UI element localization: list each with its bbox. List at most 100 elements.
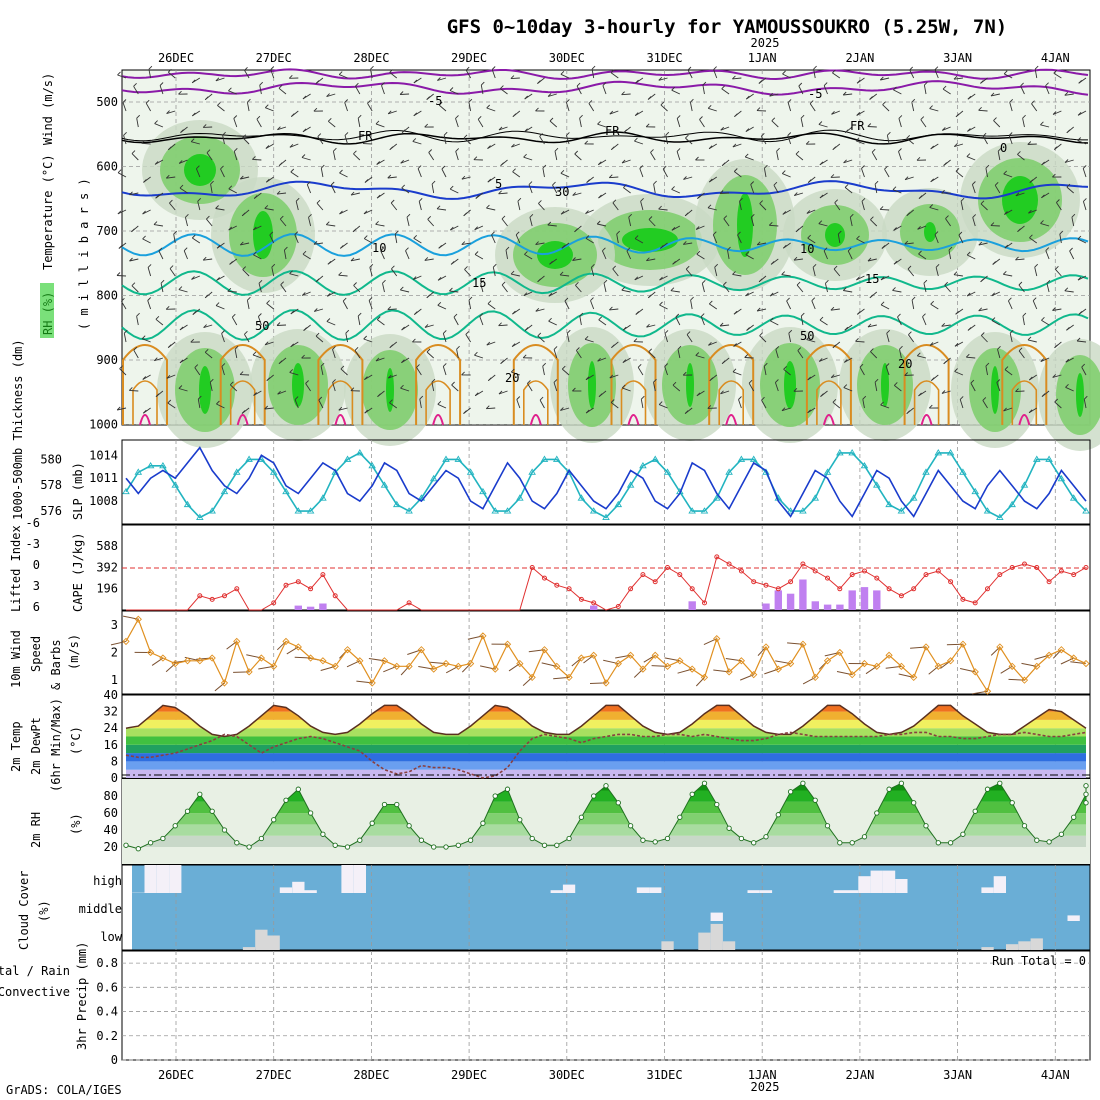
wind-barb [818,223,828,227]
rh-point [394,801,400,808]
wind-barb-flag [825,279,829,284]
wind-ylabel-group-4: (m/s) [67,634,81,670]
wind-barb-flag [639,165,644,169]
li-point [209,596,215,602]
rh-point [147,840,154,846]
wind-barb-flag [278,360,283,365]
thickness-point [823,468,832,475]
wind-barb [289,273,299,277]
wind-barb [929,207,939,211]
temp-band [126,753,1086,762]
wind-barb-flag [303,327,307,331]
wind-barb [867,258,877,262]
wind-barb-flag [136,114,141,119]
wind-barb-flag [622,359,627,363]
wind-barb-flag [887,131,891,136]
wind-barb-flag [1078,79,1083,84]
wind-barb-flag [560,169,565,174]
rh-tick: 40 [104,823,118,837]
wind-barb [603,283,607,293]
wind-barb [744,357,754,359]
cloud-bar-low [661,941,674,950]
contour-label: FR [850,119,865,133]
wind-barb-flag [389,399,393,404]
wind-barb-flag [732,143,737,148]
wind-barb-flag [190,338,195,343]
temp-line [125,704,1087,738]
wind-barb [832,72,841,79]
wind-barb [438,104,447,112]
wind-barb-flag [721,85,726,90]
isotherm-25 [219,344,266,425]
wind-speed-point [528,673,536,682]
wind-barb [597,223,607,227]
wind-barb-flag [1082,165,1087,169]
wind-barb-flag [623,129,628,134]
wind-barb [117,172,127,178]
wind-barb [153,224,163,227]
wind-barb-flag [898,115,903,119]
wind-barb-flag [121,297,125,302]
wind-barb-flag [564,297,569,302]
wind-barb-flag [859,363,864,368]
wind-barb [516,399,521,409]
wind-barb [662,168,668,178]
wind-barb-flag [431,180,436,185]
wind-barb-flag [244,66,248,71]
wind-barb [769,224,779,227]
cloud-bar-high [562,884,576,893]
wind-barb [959,399,964,409]
wind-barb-flag [609,110,614,115]
wind-barb [819,319,828,326]
wind-barb-flag [487,300,492,305]
wind-barb-flag [295,197,300,202]
cloud-bar-high [858,876,871,893]
thickness-point [282,487,290,495]
rh-point [332,842,338,848]
wind-barb-flag [515,231,520,236]
wind-barb [242,137,250,145]
wind-barb [136,118,139,128]
wind-barb [183,250,188,260]
wind-barb-flag [375,357,380,362]
wind-barb-flag [819,194,824,199]
wind-barb [491,69,496,79]
wind-barb [720,390,730,395]
wind-barb-flag [239,371,244,375]
wind-barb-flag [197,395,202,400]
wind-barb-flag [1031,100,1035,105]
wind-barb [375,223,385,227]
wind-speed-tick: 2 [111,646,118,660]
rh-point [1083,791,1089,797]
wind-barb [831,110,841,115]
wind-barb-flag [867,123,872,127]
wind-barb [401,187,410,194]
wind-speed-point [774,665,782,673]
wind-barb [228,225,237,231]
wind-barb-flag [1003,70,1008,75]
date-top-label: 29DEC [451,51,487,65]
li-point [972,600,978,606]
wind-barb-flag [456,345,460,350]
isotherm-30 [620,380,647,425]
wind-barb-flag [701,279,706,284]
wind-barb-flag [461,371,465,376]
wind-speed-point [1082,659,1090,668]
wind-barb [179,187,188,194]
wind-barb [418,201,422,211]
rh-shade [784,361,796,409]
wind-barb [990,93,1000,97]
wind-barb-flag [190,138,195,143]
wind-barb-flag [539,133,543,137]
wind-barb-flag [316,199,321,204]
wind-barb-flag [241,212,246,217]
rh2m-units-group: (%) [69,813,83,835]
wind-barb-flag [658,205,662,210]
wind-barb-flag [278,162,283,167]
wind-barb-flag [524,95,529,100]
wind-barb [737,234,742,244]
wind-barb [929,108,939,112]
wind-barb [861,201,865,211]
wind-barb-flag [179,184,184,189]
wind-barb [794,192,804,197]
